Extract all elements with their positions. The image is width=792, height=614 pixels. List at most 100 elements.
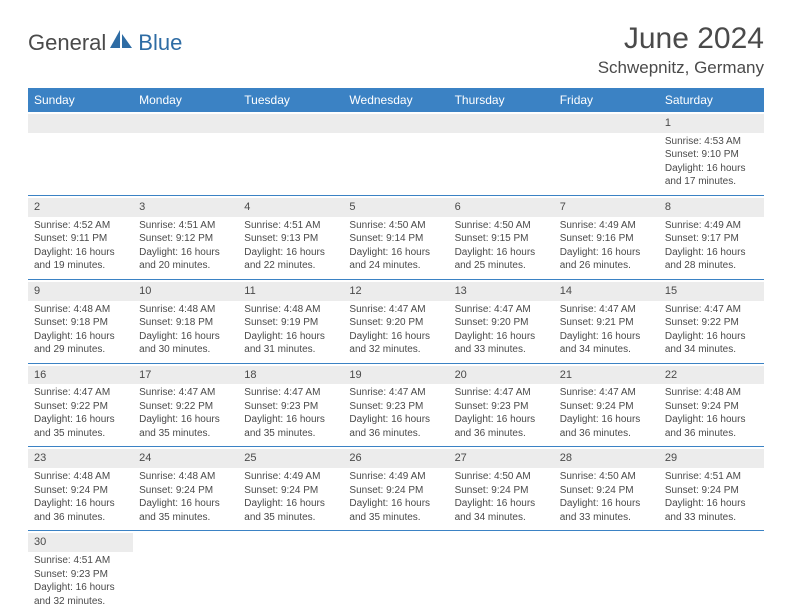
weekday-header: Monday — [133, 88, 238, 112]
calendar-day-cell: 20Sunrise: 4:47 AMSunset: 9:23 PMDayligh… — [449, 363, 554, 447]
day-number: 22 — [659, 366, 764, 385]
day-number: 4 — [238, 198, 343, 217]
weekday-header: Friday — [554, 88, 659, 112]
calendar-week-row: 23Sunrise: 4:48 AMSunset: 9:24 PMDayligh… — [28, 447, 764, 531]
calendar-day-cell: 10 Sunrise: 4:48 AMSunset: 9:18 PMDayligh… — [133, 279, 238, 363]
day-number: 8 — [659, 198, 764, 217]
weekday-header: Tuesday — [238, 88, 343, 112]
empty-cell — [238, 112, 343, 195]
day-info: Sunrise: 4:49 AMSunset: 9:24 PMDaylight:… — [244, 470, 337, 524]
day-info: Sunrise: 4:47 AMSunset: 9:22 PMDaylight:… — [665, 303, 758, 357]
day-number: 30 — [28, 533, 133, 552]
empty-cell — [343, 531, 448, 614]
calendar-day-cell: 14 Sunrise: 4:47 AMSunset: 9:21 PMDayligh… — [554, 279, 659, 363]
calendar-week-row: 9 Sunrise: 4:48 AMSunset: 9:18 PMDaylight… — [28, 279, 764, 363]
empty-cell — [449, 112, 554, 195]
day-info: Sunrise: 4:47 AMSunset: 9:23 PMDaylight:… — [349, 386, 442, 440]
calendar-day-cell: 22Sunrise: 4:48 AMSunset: 9:24 PMDayligh… — [659, 363, 764, 447]
day-info: Sunrise: 4:49 AMSunset: 9:17 PMDaylight:… — [665, 219, 758, 273]
day-number: 29 — [659, 449, 764, 468]
month-title: June 2024 — [598, 22, 764, 56]
day-info: Sunrise: 4:47 AMSunset: 9:24 PMDaylight:… — [560, 386, 653, 440]
day-number: 11 — [238, 282, 343, 301]
day-info: Sunrise: 4:47 AMSunset: 9:20 PMDaylight:… — [349, 303, 442, 357]
calendar-day-cell: 7 Sunrise: 4:49 AMSunset: 9:16 PMDaylight… — [554, 195, 659, 279]
calendar-day-cell: 3 Sunrise: 4:51 AMSunset: 9:12 PMDaylight… — [133, 195, 238, 279]
sail-icon — [108, 28, 134, 57]
calendar-day-cell: 17Sunrise: 4:47 AMSunset: 9:22 PMDayligh… — [133, 363, 238, 447]
calendar-week-row: 1Sunrise: 4:53 AMSunset: 9:10 PMDaylight… — [28, 112, 764, 195]
day-info: Sunrise: 4:47 AMSunset: 9:21 PMDaylight:… — [560, 303, 653, 357]
day-number: 1 — [659, 114, 764, 133]
day-number: 6 — [449, 198, 554, 217]
day-number: 28 — [554, 449, 659, 468]
calendar-table: Sunday Monday Tuesday Wednesday Thursday… — [28, 88, 764, 614]
day-info: Sunrise: 4:47 AMSunset: 9:23 PMDaylight:… — [244, 386, 337, 440]
calendar-day-cell: 4Sunrise: 4:51 AMSunset: 9:13 PMDaylight… — [238, 195, 343, 279]
calendar-week-row: 2 Sunrise: 4:52 AMSunset: 9:11 PMDaylight… — [28, 195, 764, 279]
day-number: 3 — [133, 198, 238, 217]
calendar-day-cell: 13Sunrise: 4:47 AMSunset: 9:20 PMDayligh… — [449, 279, 554, 363]
day-number: 13 — [449, 282, 554, 301]
calendar-day-cell: 24 Sunrise: 4:48 AMSunset: 9:24 PMDayligh… — [133, 447, 238, 531]
title-block: June 2024 Schwepnitz, Germany — [598, 22, 764, 78]
day-info: Sunrise: 4:47 AMSunset: 9:22 PMDaylight:… — [139, 386, 232, 440]
calendar-day-cell: 18Sunrise: 4:47 AMSunset: 9:23 PMDayligh… — [238, 363, 343, 447]
calendar-day-cell: 28 Sunrise: 4:50 AMSunset: 9:24 PMDayligh… — [554, 447, 659, 531]
day-info: Sunrise: 4:48 AMSunset: 9:19 PMDaylight:… — [244, 303, 337, 357]
calendar-day-cell: 2 Sunrise: 4:52 AMSunset: 9:11 PMDaylight… — [28, 195, 133, 279]
day-number: 17 — [133, 366, 238, 385]
day-info: Sunrise: 4:49 AMSunset: 9:24 PMDaylight:… — [349, 470, 442, 524]
day-number: 9 — [28, 282, 133, 301]
weekday-header: Thursday — [449, 88, 554, 112]
calendar-day-cell: 11 Sunrise: 4:48 AMSunset: 9:19 PMDayligh… — [238, 279, 343, 363]
day-info: Sunrise: 4:50 AMSunset: 9:15 PMDaylight:… — [455, 219, 548, 273]
day-info: Sunrise: 4:51 AMSunset: 9:24 PMDaylight:… — [665, 470, 758, 524]
brand-logo: General Blue — [28, 28, 182, 57]
day-number: 7 — [554, 198, 659, 217]
location-text: Schwepnitz, Germany — [598, 58, 764, 78]
day-number: 18 — [238, 366, 343, 385]
day-info: Sunrise: 4:51 AMSunset: 9:23 PMDaylight:… — [34, 554, 127, 608]
day-number: 24 — [133, 449, 238, 468]
day-number: 21 — [554, 366, 659, 385]
day-number: 2 — [28, 198, 133, 217]
calendar-day-cell: 21Sunrise: 4:47 AMSunset: 9:24 PMDayligh… — [554, 363, 659, 447]
day-number: 19 — [343, 366, 448, 385]
day-info: Sunrise: 4:48 AMSunset: 9:18 PMDaylight:… — [139, 303, 232, 357]
day-info: Sunrise: 4:52 AMSunset: 9:11 PMDaylight:… — [34, 219, 127, 273]
calendar-day-cell: 5Sunrise: 4:50 AMSunset: 9:14 PMDaylight… — [343, 195, 448, 279]
day-info: Sunrise: 4:48 AMSunset: 9:18 PMDaylight:… — [34, 303, 127, 357]
calendar-day-cell: 30 Sunrise: 4:51 AMSunset: 9:23 PMDayligh… — [28, 531, 133, 614]
day-number: 26 — [343, 449, 448, 468]
calendar-week-row: 16 Sunrise: 4:47 AMSunset: 9:22 PMDayligh… — [28, 363, 764, 447]
day-number: 14 — [554, 282, 659, 301]
calendar-day-cell: 29 Sunrise: 4:51 AMSunset: 9:24 PMDayligh… — [659, 447, 764, 531]
empty-cell — [554, 112, 659, 195]
calendar-day-cell: 6 Sunrise: 4:50 AMSunset: 9:15 PMDaylight… — [449, 195, 554, 279]
calendar-day-cell: 19Sunrise: 4:47 AMSunset: 9:23 PMDayligh… — [343, 363, 448, 447]
day-number: 25 — [238, 449, 343, 468]
day-number: 20 — [449, 366, 554, 385]
day-info: Sunrise: 4:51 AMSunset: 9:12 PMDaylight:… — [139, 219, 232, 273]
calendar-day-cell: 9 Sunrise: 4:48 AMSunset: 9:18 PMDaylight… — [28, 279, 133, 363]
calendar-day-cell: 23Sunrise: 4:48 AMSunset: 9:24 PMDayligh… — [28, 447, 133, 531]
empty-cell — [449, 531, 554, 614]
day-info: Sunrise: 4:49 AMSunset: 9:16 PMDaylight:… — [560, 219, 653, 273]
day-info: Sunrise: 4:47 AMSunset: 9:23 PMDaylight:… — [455, 386, 548, 440]
brand-text-general: General — [28, 30, 106, 56]
weekday-header: Saturday — [659, 88, 764, 112]
brand-text-blue: Blue — [138, 30, 182, 56]
empty-cell — [343, 112, 448, 195]
empty-cell — [133, 531, 238, 614]
calendar-day-cell: 27Sunrise: 4:50 AMSunset: 9:24 PMDayligh… — [449, 447, 554, 531]
day-info: Sunrise: 4:48 AMSunset: 9:24 PMDaylight:… — [139, 470, 232, 524]
day-info: Sunrise: 4:50 AMSunset: 9:24 PMDaylight:… — [560, 470, 653, 524]
day-info: Sunrise: 4:48 AMSunset: 9:24 PMDaylight:… — [665, 386, 758, 440]
empty-cell — [659, 531, 764, 614]
day-number: 5 — [343, 198, 448, 217]
calendar-day-cell: 26 Sunrise: 4:49 AMSunset: 9:24 PMDayligh… — [343, 447, 448, 531]
day-number: 16 — [28, 366, 133, 385]
weekday-header-row: Sunday Monday Tuesday Wednesday Thursday… — [28, 88, 764, 112]
day-number: 10 — [133, 282, 238, 301]
